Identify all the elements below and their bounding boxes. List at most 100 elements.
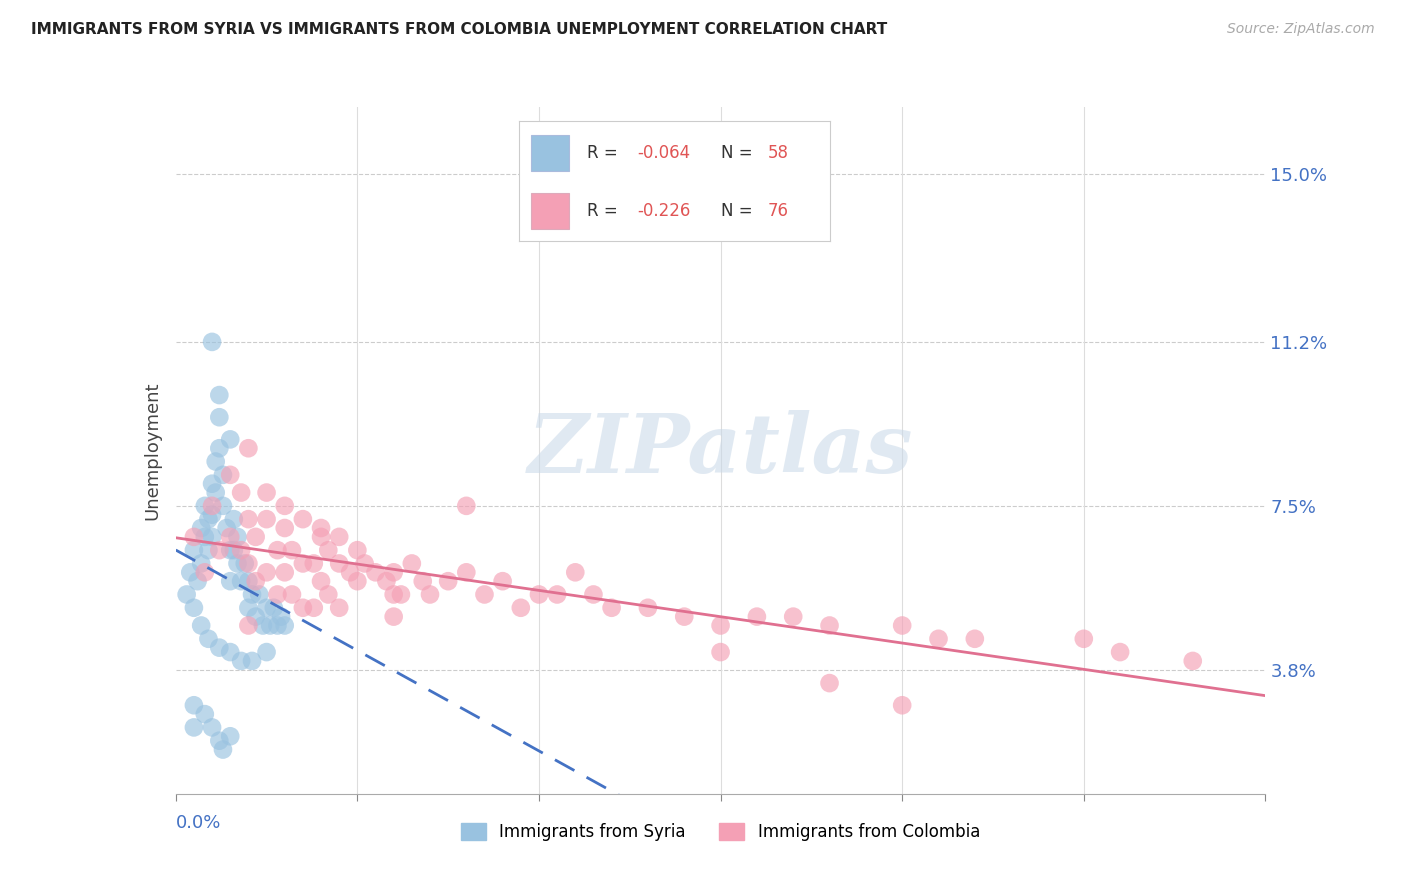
- Point: [183, 698, 205, 713]
- Point: [238, 512, 260, 526]
- Point: [183, 543, 205, 558]
- Point: [245, 609, 267, 624]
- Text: Source: ZipAtlas.com: Source: ZipAtlas.com: [1227, 22, 1375, 37]
- Point: [328, 557, 350, 571]
- Point: [231, 543, 253, 558]
- Point: [219, 530, 242, 544]
- Point: [270, 609, 292, 624]
- Point: [219, 467, 242, 482]
- Point: [231, 574, 253, 589]
- Point: [456, 566, 478, 580]
- Point: [208, 410, 231, 425]
- Point: [208, 543, 231, 558]
- Point: [240, 654, 263, 668]
- Point: [710, 645, 733, 659]
- Point: [673, 609, 696, 624]
- Text: ZIPatlas: ZIPatlas: [527, 410, 914, 491]
- Point: [176, 587, 198, 601]
- Point: [291, 557, 314, 571]
- Point: [201, 334, 224, 349]
- Point: [208, 733, 231, 747]
- Point: [339, 566, 361, 580]
- Point: [194, 707, 217, 722]
- Point: [474, 587, 496, 601]
- Point: [226, 557, 249, 571]
- Point: [309, 521, 332, 535]
- Point: [215, 521, 238, 535]
- Point: [710, 618, 733, 632]
- Point: [183, 530, 205, 544]
- Point: [222, 543, 245, 558]
- Point: [382, 587, 405, 601]
- Point: [456, 499, 478, 513]
- Point: [252, 618, 274, 632]
- Point: [266, 587, 288, 601]
- Point: [204, 485, 226, 500]
- Point: [309, 574, 332, 589]
- Point: [353, 557, 375, 571]
- Point: [238, 574, 260, 589]
- Point: [219, 645, 242, 659]
- Point: [183, 720, 205, 734]
- Point: [274, 566, 297, 580]
- Point: [219, 543, 242, 558]
- Point: [509, 600, 531, 615]
- Point: [963, 632, 986, 646]
- Point: [527, 587, 550, 601]
- Point: [582, 587, 605, 601]
- Point: [208, 442, 231, 456]
- Point: [231, 485, 253, 500]
- Point: [375, 574, 398, 589]
- Point: [256, 645, 278, 659]
- Point: [256, 566, 278, 580]
- Point: [190, 557, 212, 571]
- Point: [240, 587, 263, 601]
- Point: [201, 720, 224, 734]
- Point: [382, 566, 405, 580]
- Point: [291, 600, 314, 615]
- Point: [256, 485, 278, 500]
- Point: [238, 600, 260, 615]
- Point: [302, 557, 325, 571]
- Point: [204, 454, 226, 468]
- Point: [274, 618, 297, 632]
- Point: [201, 508, 224, 522]
- Point: [891, 618, 914, 632]
- Legend: Immigrants from Syria, Immigrants from Colombia: Immigrants from Syria, Immigrants from C…: [454, 816, 987, 847]
- Point: [245, 530, 267, 544]
- Point: [318, 543, 340, 558]
- Point: [247, 587, 270, 601]
- Point: [226, 530, 249, 544]
- Point: [233, 557, 256, 571]
- Point: [401, 557, 423, 571]
- Point: [281, 543, 304, 558]
- Point: [201, 530, 224, 544]
- Point: [259, 618, 281, 632]
- Point: [564, 566, 586, 580]
- Point: [219, 574, 242, 589]
- Point: [546, 587, 568, 601]
- Point: [231, 654, 253, 668]
- Point: [197, 543, 219, 558]
- Point: [179, 566, 201, 580]
- Point: [274, 499, 297, 513]
- Point: [291, 512, 314, 526]
- Point: [194, 566, 217, 580]
- Point: [212, 467, 235, 482]
- Point: [318, 587, 340, 601]
- Y-axis label: Unemployment: Unemployment: [143, 381, 162, 520]
- Point: [266, 543, 288, 558]
- Point: [745, 609, 768, 624]
- Point: [222, 512, 245, 526]
- Point: [492, 574, 515, 589]
- Point: [346, 574, 368, 589]
- Point: [208, 640, 231, 655]
- Point: [194, 530, 217, 544]
- Point: [256, 512, 278, 526]
- Point: [437, 574, 460, 589]
- Text: IMMIGRANTS FROM SYRIA VS IMMIGRANTS FROM COLOMBIA UNEMPLOYMENT CORRELATION CHART: IMMIGRANTS FROM SYRIA VS IMMIGRANTS FROM…: [31, 22, 887, 37]
- Point: [197, 512, 219, 526]
- Point: [1073, 632, 1095, 646]
- Point: [219, 729, 242, 743]
- Point: [183, 600, 205, 615]
